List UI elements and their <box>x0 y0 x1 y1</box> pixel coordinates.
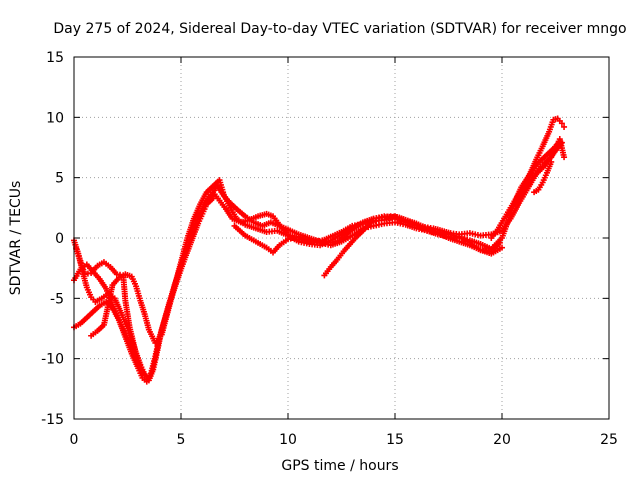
x-tick-label: 5 <box>177 432 186 448</box>
y-tick-label: 5 <box>55 171 64 187</box>
data-points <box>71 115 568 385</box>
data-point <box>145 374 152 381</box>
y-tick-label: -10 <box>41 352 64 368</box>
data-point <box>499 244 505 251</box>
x-axis-label: GPS time / hours <box>281 458 398 474</box>
data-point <box>139 368 146 375</box>
chart-title: Day 275 of 2024, Sidereal Day-to-day VTE… <box>53 21 626 37</box>
y-axis-label: SDTVAR / TECUs <box>8 181 24 296</box>
y-tick-label: -15 <box>41 412 64 428</box>
series-8 <box>321 218 379 279</box>
x-tick-label: 10 <box>279 432 297 448</box>
data-point <box>561 154 568 161</box>
axis-ticks <box>73 56 610 420</box>
series-9 <box>488 115 568 241</box>
series-7 <box>231 219 505 257</box>
y-tick-label: 0 <box>55 231 64 247</box>
data-point <box>372 218 379 225</box>
x-tick-label: 20 <box>493 432 511 448</box>
y-tick-label: -5 <box>50 291 64 307</box>
series-12 <box>73 245 146 375</box>
y-tick-labels: -15 -10 -5 0 5 10 15 <box>41 50 64 428</box>
y-tick-label: 10 <box>46 110 64 126</box>
series-10 <box>511 136 568 208</box>
data-point <box>561 123 568 130</box>
x-tick-label: 25 <box>600 432 618 448</box>
x-tick-label: 15 <box>386 432 404 448</box>
x-tick-labels: 0 5 10 15 20 25 <box>70 432 618 448</box>
data-point <box>558 120 565 127</box>
data-point <box>548 158 555 165</box>
data-point <box>496 239 503 246</box>
x-tick-label: 0 <box>70 432 79 448</box>
series-11 <box>531 158 555 196</box>
y-tick-label: 15 <box>46 50 64 66</box>
